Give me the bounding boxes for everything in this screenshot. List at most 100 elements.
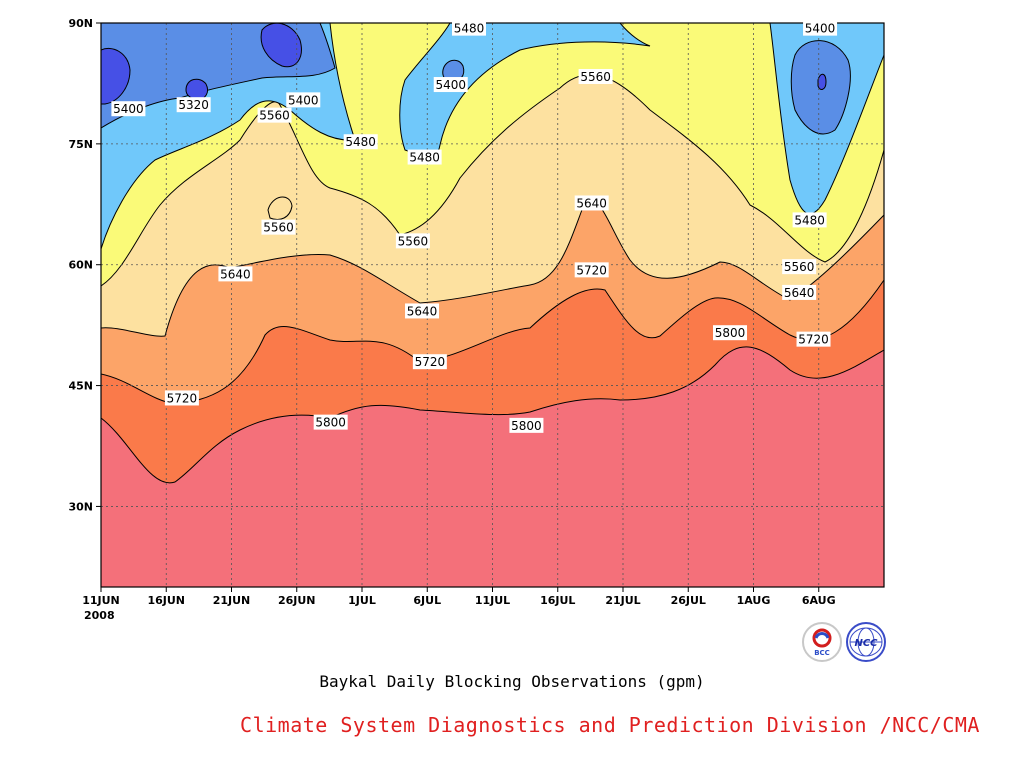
contour-label: 5640 bbox=[782, 284, 817, 300]
x-tick-label: 6JUL bbox=[413, 594, 441, 607]
contour-label-bg bbox=[792, 212, 827, 228]
contour-label-bg bbox=[452, 20, 487, 36]
x-tick-label: 26JUL bbox=[671, 594, 706, 607]
contour-label-text: 5800 bbox=[315, 416, 346, 430]
contour-label-text: 5560 bbox=[398, 234, 429, 248]
contour-label-bg bbox=[313, 414, 348, 430]
x-tick-label: 21JUN bbox=[213, 594, 251, 607]
y-tick-label: 90N bbox=[68, 17, 93, 30]
contour-label: 5720 bbox=[796, 331, 831, 347]
fill-below-5320-b bbox=[260, 23, 302, 68]
contour-label-bg bbox=[218, 266, 253, 282]
x-tick-label: 16JUN bbox=[147, 594, 185, 607]
contour-label: 5480 bbox=[452, 20, 487, 36]
contour-label-text: 5720 bbox=[576, 263, 607, 277]
contour-label: 5720 bbox=[164, 390, 199, 406]
contour-label-bg bbox=[574, 262, 609, 278]
contour-label: 5640 bbox=[405, 303, 440, 319]
contour-label-text: 5400 bbox=[435, 78, 466, 92]
contour-label: 5400 bbox=[433, 77, 468, 93]
contour-label-text: 5720 bbox=[798, 333, 829, 347]
contour-label: 5400 bbox=[803, 20, 838, 36]
contour-label-bg bbox=[286, 92, 321, 108]
contour-label-bg bbox=[164, 390, 199, 406]
grid bbox=[101, 23, 884, 587]
contour-label-text: 5400 bbox=[113, 102, 144, 116]
x-year-label: 2008 bbox=[84, 609, 115, 622]
contour-label: 5560 bbox=[261, 219, 296, 235]
contour-label-text: 5640 bbox=[220, 267, 251, 281]
contour-label-bg bbox=[176, 97, 211, 113]
x-tick-label: 11JUL bbox=[475, 594, 510, 607]
contour-label-bg bbox=[782, 284, 817, 300]
x-tick-label: 26JUN bbox=[278, 594, 316, 607]
x-tick-label: 1AUG bbox=[737, 594, 771, 607]
contour-label: 5640 bbox=[574, 195, 609, 211]
x-tick-label: 1JUL bbox=[348, 594, 376, 607]
contour-label: 5560 bbox=[782, 259, 817, 275]
contour-label-bg bbox=[257, 107, 292, 123]
x-tick-label: 16JUL bbox=[540, 594, 575, 607]
y-axis: 30N 45N 60N 75N 90N bbox=[68, 17, 101, 513]
contour-label-bg bbox=[796, 331, 831, 347]
ncc-logo-icon: NCC bbox=[849, 627, 883, 657]
fill-below-5320-c bbox=[185, 78, 209, 101]
chart-caption: Baykal Daily Blocking Observations (gpm) bbox=[319, 672, 705, 691]
contour-label: 5800 bbox=[713, 325, 748, 341]
contour-label-bg bbox=[261, 219, 296, 235]
x-axis: 11JUN 16JUN 21JUN 26JUN 1JUL 6JUL 11JUL 16JUL 21… bbox=[82, 587, 836, 607]
contour-label-bg bbox=[433, 77, 468, 93]
bcc-logo-icon: BCC bbox=[812, 628, 832, 657]
contour-label: 5720 bbox=[412, 354, 447, 370]
contour-label-bg bbox=[713, 325, 748, 341]
contour-label: 5480 bbox=[343, 134, 378, 150]
contour-label-text: 5640 bbox=[576, 196, 607, 210]
contour-label: 5480 bbox=[792, 212, 827, 228]
x-tick-label: 6AUG bbox=[802, 594, 836, 607]
contour-label-bg bbox=[111, 101, 146, 117]
contour-label-text: 5480 bbox=[454, 22, 485, 36]
contour-label-bg bbox=[343, 134, 378, 150]
contour-label: 5480 bbox=[407, 149, 442, 165]
contour-label: 5640 bbox=[218, 266, 253, 282]
contour-label-text: 5560 bbox=[580, 70, 611, 84]
svg-text:NCC: NCC bbox=[854, 638, 878, 649]
contour-labels: 5480 5400 5560 5400 5400 5320 5400 5560 5480 5480… bbox=[111, 20, 838, 433]
contour-label-text: 5480 bbox=[345, 135, 376, 149]
y-tick-label: 75N bbox=[68, 138, 93, 151]
contour-label-text: 5800 bbox=[511, 419, 542, 433]
contour-label-text: 5320 bbox=[178, 98, 209, 112]
y-tick-label: 30N bbox=[68, 500, 93, 513]
contour-label-text: 5720 bbox=[167, 391, 198, 405]
contour-label-bg bbox=[578, 68, 613, 84]
svg-text:BCC: BCC bbox=[814, 649, 830, 657]
fill-5320-tiny bbox=[817, 73, 827, 90]
contour-label: 5560 bbox=[257, 107, 292, 123]
y-tick-label: 60N bbox=[68, 259, 93, 272]
contour-label-text: 5640 bbox=[784, 286, 815, 300]
contour-label-bg bbox=[509, 417, 544, 433]
contour-label: 5800 bbox=[509, 417, 544, 433]
contour-label: 5400 bbox=[111, 101, 146, 117]
contour-label-bg bbox=[405, 303, 440, 319]
contour-label: 5720 bbox=[574, 262, 609, 278]
contour-label-text: 5400 bbox=[805, 22, 836, 36]
contour-label-bg bbox=[803, 20, 838, 36]
fill-5560-islet bbox=[267, 196, 293, 220]
contour-label: 5560 bbox=[395, 233, 430, 249]
fill-below-5320 bbox=[101, 47, 131, 105]
credit-line: Climate System Diagnostics and Predictio… bbox=[240, 713, 980, 737]
contour-label: 5400 bbox=[286, 92, 321, 108]
contour-label-text: 5560 bbox=[784, 260, 815, 274]
contour-label-text: 5560 bbox=[259, 109, 290, 123]
contour-label-text: 5480 bbox=[794, 213, 825, 227]
y-tick-label: 45N bbox=[68, 380, 93, 393]
contour-label-bg bbox=[574, 195, 609, 211]
contour-label-bg bbox=[407, 149, 442, 165]
contour-label-bg bbox=[782, 259, 817, 275]
contour-label: 5320 bbox=[176, 97, 211, 113]
contour-label: 5800 bbox=[313, 414, 348, 430]
x-tick-label: 21JUL bbox=[605, 594, 640, 607]
contour-label-text: 5800 bbox=[715, 326, 746, 340]
